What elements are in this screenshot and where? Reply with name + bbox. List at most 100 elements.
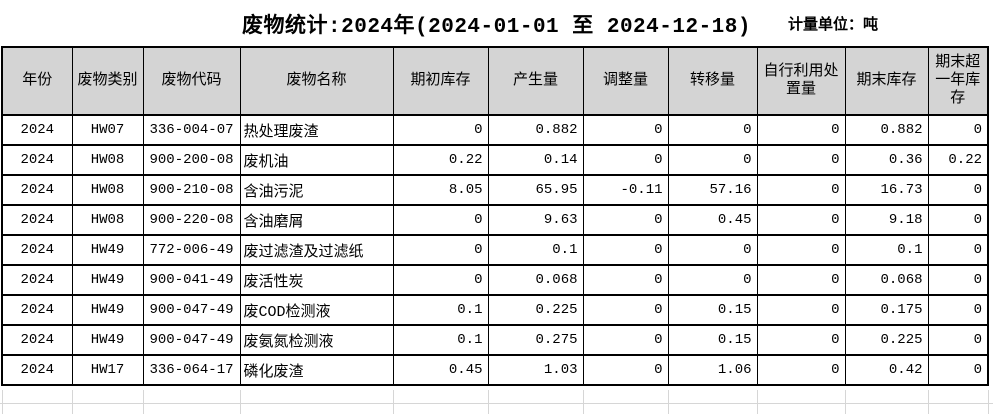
cell-transferred-amount[interactable]: 1.06 bbox=[667, 354, 758, 386]
cell-self-disposal-amount[interactable]: 0 bbox=[756, 234, 846, 266]
cell-generated-amount[interactable]: 0.14 bbox=[487, 144, 584, 176]
cell-year[interactable]: 2024 bbox=[1, 204, 73, 236]
cell-self-disposal-amount[interactable]: 0 bbox=[756, 174, 846, 206]
cell-ending-inventory[interactable]: 0.175 bbox=[844, 294, 929, 326]
cell-waste-code[interactable]: 900-200-08 bbox=[142, 144, 241, 176]
cell-adjustment-amount[interactable]: 0 bbox=[582, 354, 669, 386]
cell-generated-amount[interactable]: 0.275 bbox=[487, 324, 584, 356]
cell-ending-inventory[interactable]: 9.18 bbox=[844, 204, 929, 236]
column-header-generated-amount[interactable]: 产生量 bbox=[487, 46, 584, 116]
cell-year[interactable]: 2024 bbox=[1, 294, 73, 326]
cell-waste-name[interactable]: 废机油 bbox=[239, 144, 394, 176]
cell-generated-amount[interactable]: 9.63 bbox=[487, 204, 584, 236]
column-header-year[interactable]: 年份 bbox=[1, 46, 73, 116]
cell-adjustment-amount[interactable]: 0 bbox=[582, 114, 669, 146]
cell-waste-code[interactable]: 772-006-49 bbox=[142, 234, 241, 266]
cell-opening-inventory[interactable]: 0 bbox=[392, 204, 489, 236]
cell-ending-over-one-year[interactable]: 0 bbox=[927, 204, 989, 236]
cell-waste-category[interactable]: HW08 bbox=[71, 174, 144, 206]
cell-waste-name[interactable]: 磷化废渣 bbox=[239, 354, 394, 386]
cell-waste-name[interactable]: 废活性炭 bbox=[239, 264, 394, 296]
cell-waste-name[interactable]: 废过滤渣及过滤纸 bbox=[239, 234, 394, 266]
cell-waste-name[interactable]: 废COD检测液 bbox=[239, 294, 394, 326]
cell-generated-amount[interactable]: 0.068 bbox=[487, 264, 584, 296]
cell-generated-amount[interactable]: 65.95 bbox=[487, 174, 584, 206]
cell-waste-code[interactable]: 900-041-49 bbox=[142, 264, 241, 296]
column-header-ending-over-one-year[interactable]: 期末超一年库存 bbox=[927, 46, 989, 116]
cell-ending-inventory[interactable]: 16.73 bbox=[844, 174, 929, 206]
cell-waste-name[interactable]: 热处理废渣 bbox=[239, 114, 394, 146]
cell-year[interactable]: 2024 bbox=[1, 174, 73, 206]
cell-self-disposal-amount[interactable]: 0 bbox=[756, 204, 846, 236]
cell-ending-inventory[interactable]: 0.42 bbox=[844, 354, 929, 386]
cell-adjustment-amount[interactable]: 0 bbox=[582, 234, 669, 266]
cell-transferred-amount[interactable]: 0.15 bbox=[667, 324, 758, 356]
cell-ending-inventory[interactable]: 0.36 bbox=[844, 144, 929, 176]
cell-waste-name[interactable]: 含油磨屑 bbox=[239, 204, 394, 236]
cell-waste-category[interactable]: HW17 bbox=[71, 354, 144, 386]
cell-ending-inventory[interactable]: 0.882 bbox=[844, 114, 929, 146]
cell-waste-category[interactable]: HW49 bbox=[71, 234, 144, 266]
cell-ending-inventory[interactable]: 0.1 bbox=[844, 234, 929, 266]
cell-self-disposal-amount[interactable]: 0 bbox=[756, 294, 846, 326]
cell-self-disposal-amount[interactable]: 0 bbox=[756, 114, 846, 146]
cell-opening-inventory[interactable]: 0.22 bbox=[392, 144, 489, 176]
column-header-waste-code[interactable]: 废物代码 bbox=[142, 46, 241, 116]
cell-self-disposal-amount[interactable]: 0 bbox=[756, 264, 846, 296]
cell-ending-over-one-year[interactable]: 0 bbox=[927, 174, 989, 206]
cell-waste-code[interactable]: 900-047-49 bbox=[142, 324, 241, 356]
cell-generated-amount[interactable]: 0.1 bbox=[487, 234, 584, 266]
cell-self-disposal-amount[interactable]: 0 bbox=[756, 324, 846, 356]
cell-generated-amount[interactable]: 0.225 bbox=[487, 294, 584, 326]
cell-transferred-amount[interactable]: 0 bbox=[667, 234, 758, 266]
cell-waste-code[interactable]: 336-004-07 bbox=[142, 114, 241, 146]
cell-adjustment-amount[interactable]: 0 bbox=[582, 324, 669, 356]
cell-ending-over-one-year[interactable]: 0 bbox=[927, 234, 989, 266]
column-header-opening-inventory[interactable]: 期初库存 bbox=[392, 46, 489, 116]
cell-waste-code[interactable]: 336-064-17 bbox=[142, 354, 241, 386]
cell-year[interactable]: 2024 bbox=[1, 324, 73, 356]
cell-generated-amount[interactable]: 0.882 bbox=[487, 114, 584, 146]
cell-opening-inventory[interactable]: 0.1 bbox=[392, 324, 489, 356]
cell-opening-inventory[interactable]: 8.05 bbox=[392, 174, 489, 206]
column-header-adjustment-amount[interactable]: 调整量 bbox=[582, 46, 669, 116]
cell-year[interactable]: 2024 bbox=[1, 114, 73, 146]
cell-waste-category[interactable]: HW49 bbox=[71, 324, 144, 356]
cell-ending-inventory[interactable]: 0.068 bbox=[844, 264, 929, 296]
cell-transferred-amount[interactable]: 0.45 bbox=[667, 204, 758, 236]
cell-adjustment-amount[interactable]: 0 bbox=[582, 264, 669, 296]
cell-waste-category[interactable]: HW49 bbox=[71, 264, 144, 296]
cell-opening-inventory[interactable]: 0 bbox=[392, 114, 489, 146]
cell-transferred-amount[interactable]: 57.16 bbox=[667, 174, 758, 206]
cell-ending-over-one-year[interactable]: 0 bbox=[927, 324, 989, 356]
cell-ending-over-one-year[interactable]: 0 bbox=[927, 354, 989, 386]
cell-opening-inventory[interactable]: 0 bbox=[392, 234, 489, 266]
column-header-ending-inventory[interactable]: 期末库存 bbox=[844, 46, 929, 116]
cell-waste-category[interactable]: HW07 bbox=[71, 114, 144, 146]
column-header-transferred-amount[interactable]: 转移量 bbox=[667, 46, 758, 116]
cell-waste-category[interactable]: HW08 bbox=[71, 144, 144, 176]
cell-transferred-amount[interactable]: 0 bbox=[667, 114, 758, 146]
cell-ending-inventory[interactable]: 0.225 bbox=[844, 324, 929, 356]
cell-adjustment-amount[interactable]: 0 bbox=[582, 144, 669, 176]
column-header-waste-category[interactable]: 废物类别 bbox=[71, 46, 144, 116]
cell-waste-code[interactable]: 900-210-08 bbox=[142, 174, 241, 206]
cell-waste-category[interactable]: HW49 bbox=[71, 294, 144, 326]
cell-waste-name[interactable]: 废氨氮检测液 bbox=[239, 324, 394, 356]
cell-transferred-amount[interactable]: 0.15 bbox=[667, 294, 758, 326]
column-header-waste-name[interactable]: 废物名称 bbox=[239, 46, 394, 116]
cell-opening-inventory[interactable]: 0 bbox=[392, 264, 489, 296]
cell-waste-category[interactable]: HW08 bbox=[71, 204, 144, 236]
cell-ending-over-one-year[interactable]: 0 bbox=[927, 114, 989, 146]
cell-waste-code[interactable]: 900-220-08 bbox=[142, 204, 241, 236]
cell-self-disposal-amount[interactable]: 0 bbox=[756, 354, 846, 386]
cell-adjustment-amount[interactable]: 0 bbox=[582, 204, 669, 236]
cell-year[interactable]: 2024 bbox=[1, 354, 73, 386]
cell-opening-inventory[interactable]: 0.45 bbox=[392, 354, 489, 386]
cell-waste-name[interactable]: 含油污泥 bbox=[239, 174, 394, 206]
cell-transferred-amount[interactable]: 0 bbox=[667, 264, 758, 296]
cell-ending-over-one-year[interactable]: 0.22 bbox=[927, 144, 989, 176]
cell-year[interactable]: 2024 bbox=[1, 144, 73, 176]
cell-generated-amount[interactable]: 1.03 bbox=[487, 354, 584, 386]
cell-transferred-amount[interactable]: 0 bbox=[667, 144, 758, 176]
